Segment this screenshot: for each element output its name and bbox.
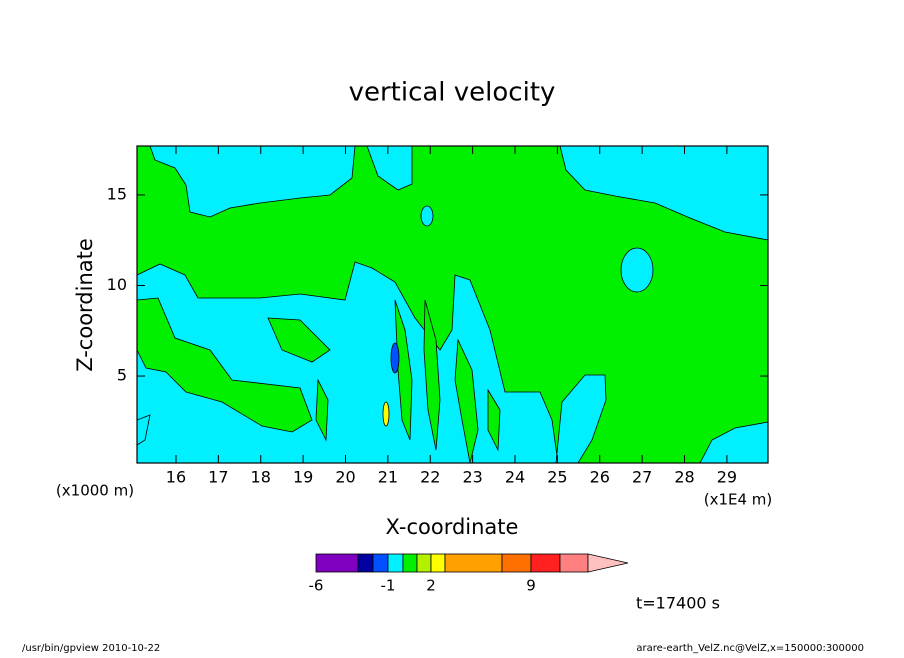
- contour-region: [149, 146, 356, 218]
- contour-region: [267, 317, 331, 363]
- contour-region: [555, 374, 607, 463]
- footer-right: arare-earth_VelZ.nc@VelZ,x=150000:300000: [636, 643, 864, 654]
- x-tick-label: 29: [717, 468, 737, 487]
- y-tick-label: 10: [107, 275, 127, 294]
- contour-region: [559, 146, 768, 241]
- x-tick-label: 22: [420, 468, 440, 487]
- x-tick-label: 24: [505, 468, 525, 487]
- axes: 16 17 18 19 20 21 22 23 24 25 26 27 28 29 5 10 15: [107, 146, 768, 487]
- contour-region: [366, 146, 413, 191]
- colorbar-segment: [416, 553, 432, 573]
- x-tick-label: 23: [462, 468, 482, 487]
- x-tick-label: 28: [674, 468, 694, 487]
- colorbar-segment: [501, 553, 532, 573]
- colorbar-extension: [587, 553, 629, 573]
- contour-region: [699, 421, 768, 463]
- contour-region: [394, 299, 413, 441]
- x-tick-label: 25: [547, 468, 567, 487]
- x-tick-label: 20: [335, 468, 355, 487]
- x-axis-label: X-coordinate: [386, 515, 519, 539]
- y-axis-label: Z-coordinate: [73, 238, 97, 372]
- x-tick-label: 21: [378, 468, 398, 487]
- contour-region: [487, 388, 501, 452]
- colorbar: -6 -1 2 9: [309, 553, 629, 595]
- contour-region: [420, 205, 434, 227]
- contour-region: [390, 342, 400, 374]
- y-tick-label: 15: [107, 184, 127, 203]
- x-tick-label: 16: [166, 468, 186, 487]
- contour-region: [315, 378, 329, 442]
- colorbar-segment: [357, 553, 374, 573]
- colorbar-segment: [402, 553, 418, 573]
- x-tick-label: 17: [208, 468, 228, 487]
- y-tick-label: 5: [117, 366, 127, 385]
- chart-title: vertical velocity: [349, 78, 556, 108]
- contour-region: [620, 247, 654, 293]
- colorbar-tick-label: 9: [526, 577, 536, 595]
- annotation: t=17400 s: [636, 594, 720, 613]
- x-tick-label: 27: [632, 468, 652, 487]
- colorbar-segment: [530, 553, 561, 573]
- contour-region: [137, 414, 151, 446]
- x-unit: (x1000 m): [56, 482, 134, 500]
- colorbar-tick-label: 2: [426, 577, 436, 595]
- colorbar-segment: [559, 553, 589, 573]
- x-unit: (x1E4 m): [704, 491, 773, 509]
- contour-region: [382, 401, 390, 427]
- colorbar-segment: [444, 553, 503, 573]
- footer-left: /usr/bin/gpview 2010-10-22: [22, 643, 160, 654]
- x-tick-label: 19: [293, 468, 313, 487]
- colorbar-segment: [430, 553, 446, 573]
- colorbar-tick-label: -6: [309, 577, 324, 595]
- colorbar-segment: [387, 553, 404, 573]
- x-tick-label: 26: [590, 468, 610, 487]
- colorbar-segment: [315, 553, 359, 573]
- x-tick-label: 18: [251, 468, 271, 487]
- plot-frame: [136, 145, 769, 464]
- contour-region: [454, 338, 479, 463]
- contour-field: [137, 146, 768, 463]
- contour-region: [137, 297, 313, 433]
- contour-region: [423, 299, 441, 451]
- colorbar-segment: [372, 553, 389, 573]
- colorbar-tick-label: -1: [381, 577, 396, 595]
